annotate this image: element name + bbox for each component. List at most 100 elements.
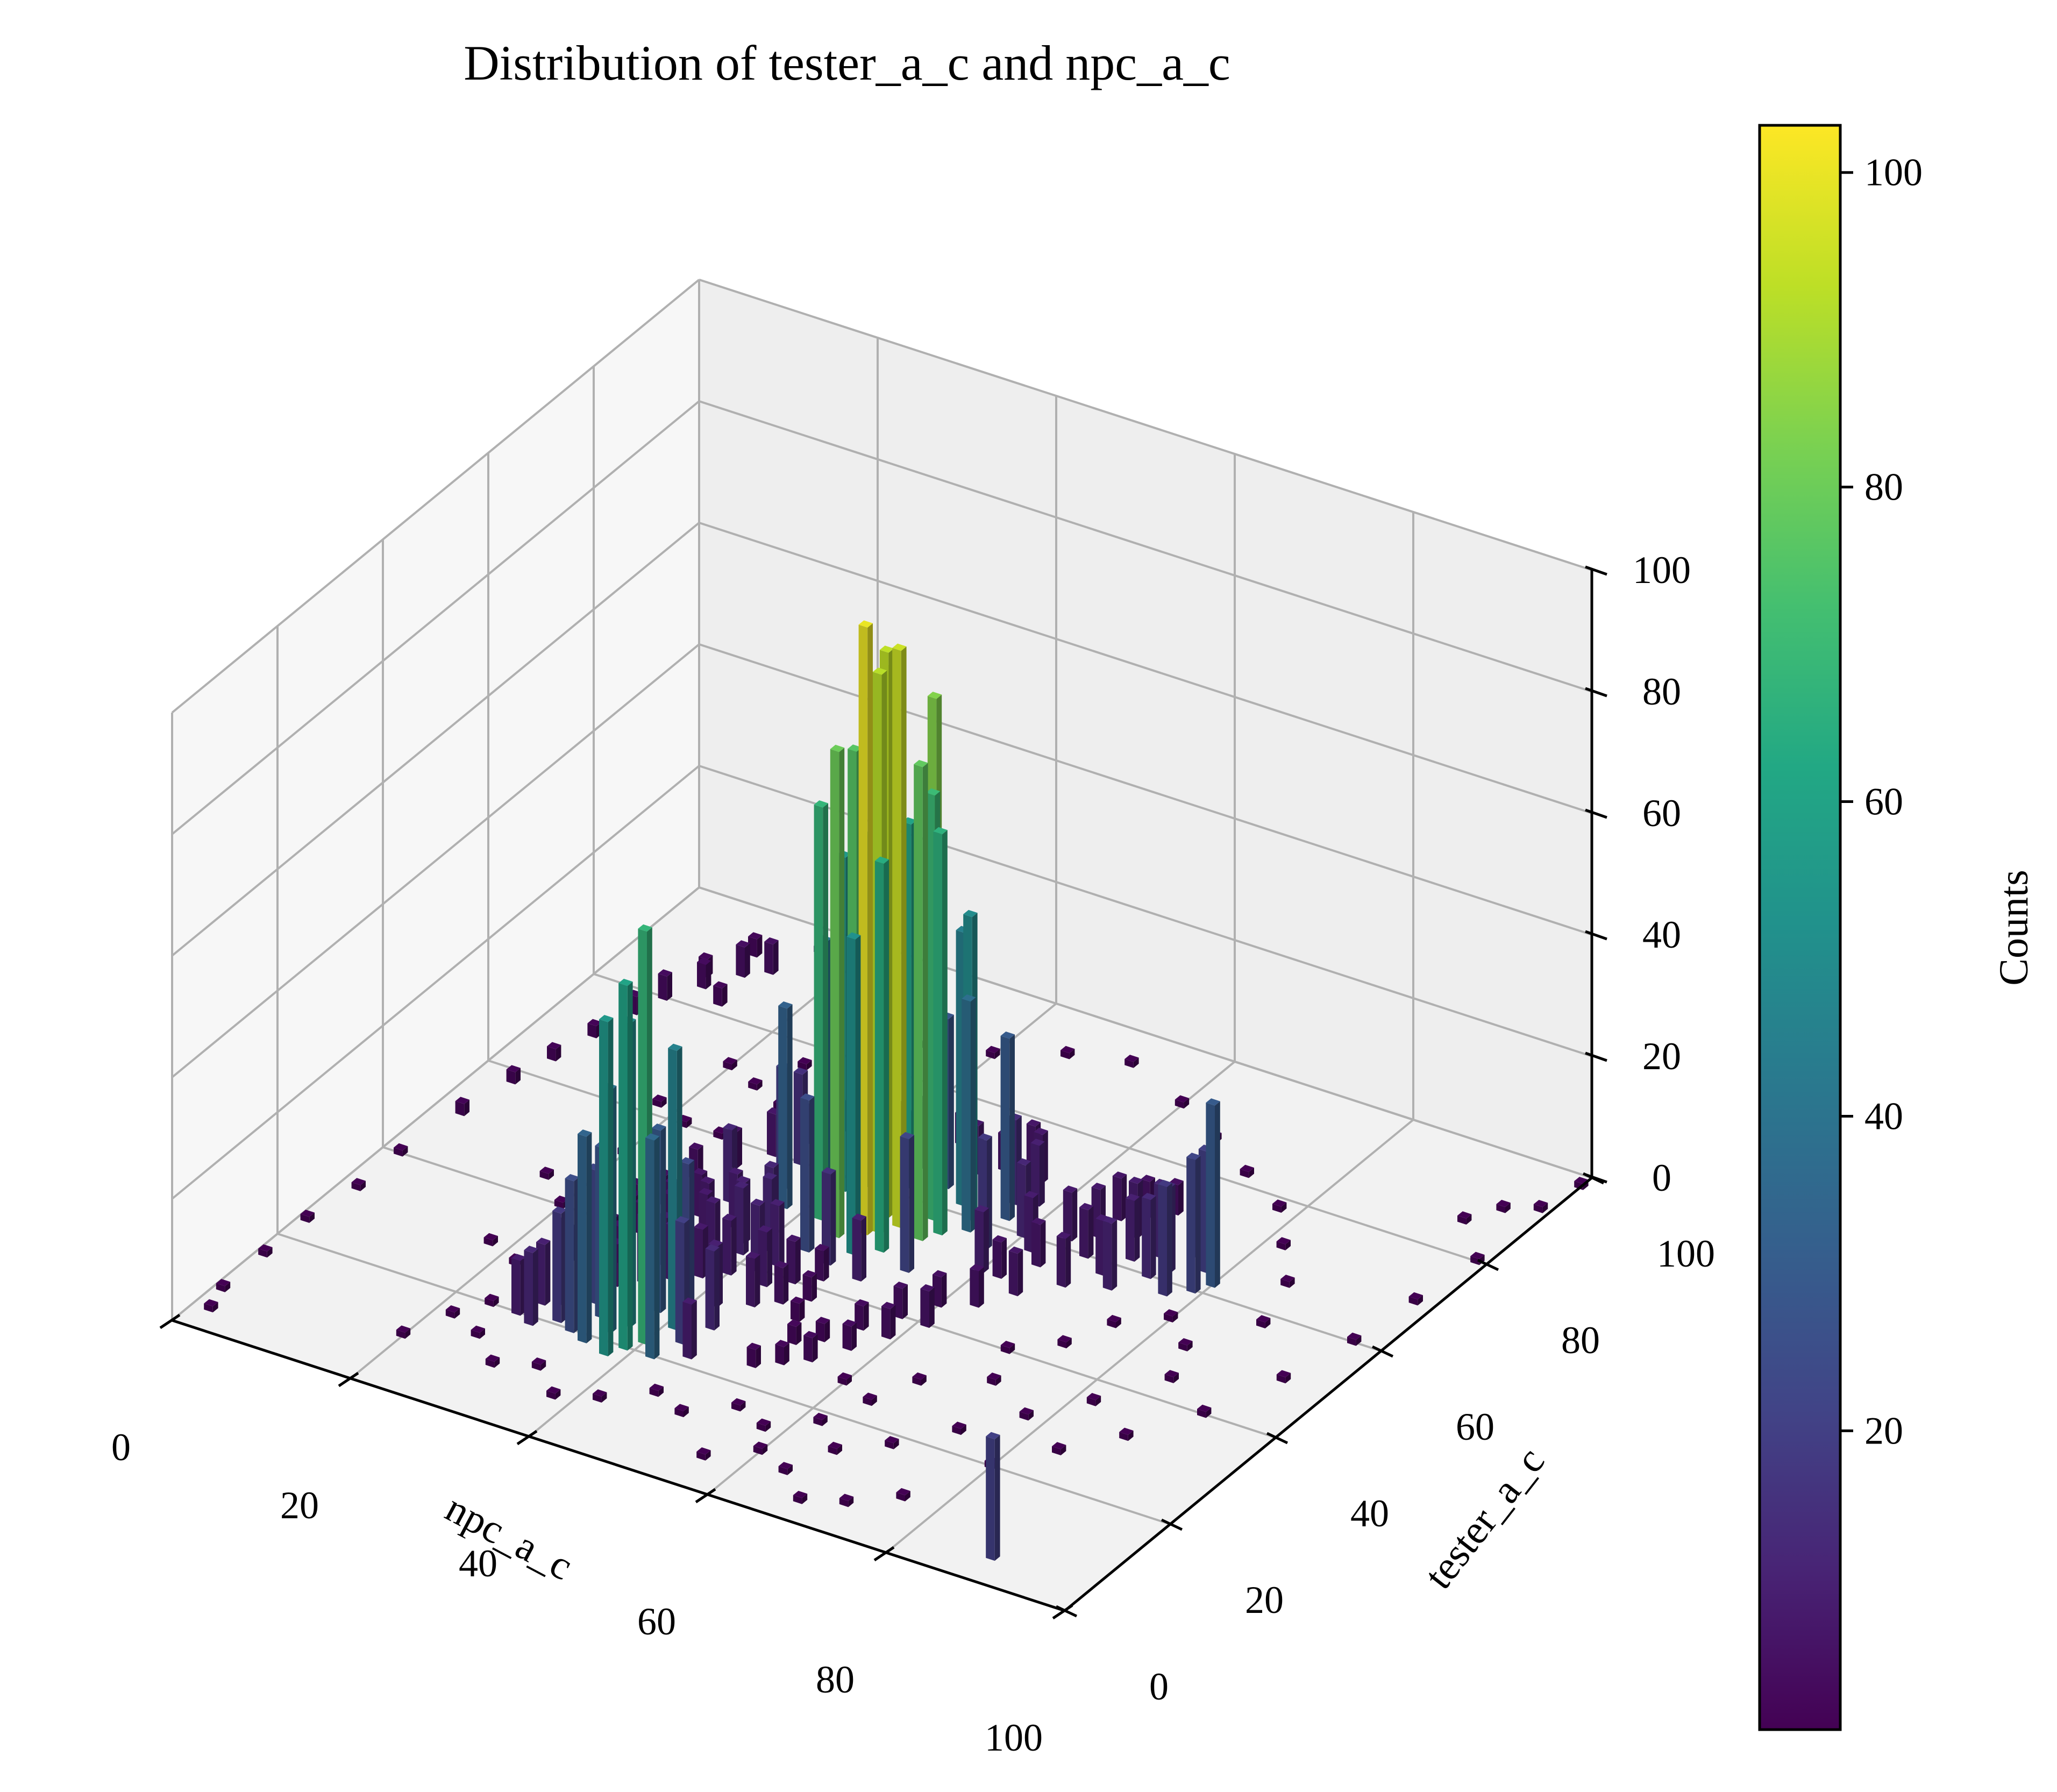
bar-face xyxy=(987,1373,1001,1380)
bar-face xyxy=(1124,1055,1139,1062)
bar-face xyxy=(1107,1319,1116,1328)
bar-face xyxy=(1031,1218,1046,1225)
bar xyxy=(974,1205,989,1274)
bar xyxy=(511,1254,526,1316)
bar-face xyxy=(800,1098,809,1253)
bar-face xyxy=(800,1093,815,1101)
y-tick-mark xyxy=(1266,1432,1289,1445)
bar xyxy=(912,1372,927,1386)
bar-face xyxy=(658,973,667,1001)
bar-face xyxy=(258,1244,273,1251)
bar-face xyxy=(483,1233,498,1241)
bar xyxy=(758,1225,772,1288)
bar-face xyxy=(394,1143,408,1151)
bar-face xyxy=(1128,1431,1134,1441)
colorbar-ticks: 20 40 60 80 100 xyxy=(1840,151,1923,1452)
bar-face xyxy=(855,935,861,1256)
bar-face xyxy=(578,1134,587,1343)
bar-face xyxy=(1175,1099,1184,1109)
z-tick-label: 80 xyxy=(1642,670,1681,713)
bar-face xyxy=(638,928,647,1345)
bar-face xyxy=(793,1067,808,1075)
bar-face xyxy=(855,1299,869,1307)
bar-face xyxy=(1030,1143,1040,1207)
bar-face xyxy=(493,1236,498,1247)
bar-face xyxy=(814,800,828,808)
bar-face xyxy=(552,1211,561,1324)
bar-face xyxy=(1470,1251,1485,1259)
bar-face xyxy=(1206,1103,1215,1288)
bar-face xyxy=(842,1319,857,1327)
bar-face xyxy=(531,1357,546,1365)
bar xyxy=(394,1143,408,1157)
bar xyxy=(1000,1341,1015,1354)
bar xyxy=(786,1234,801,1285)
bar-face xyxy=(652,1099,661,1108)
bar-face xyxy=(746,1342,761,1350)
bar-face xyxy=(668,1043,682,1051)
z-tick-mark xyxy=(1585,1173,1607,1184)
bar-face xyxy=(1265,1318,1271,1328)
bar-face xyxy=(822,1171,831,1266)
bar-face xyxy=(1173,1373,1179,1383)
bar-face xyxy=(1285,1240,1291,1250)
bar-face xyxy=(1030,1139,1045,1146)
bar-face xyxy=(809,1096,815,1253)
bar xyxy=(1008,1246,1023,1297)
bar-face xyxy=(984,1208,989,1274)
bar-face xyxy=(618,983,628,1351)
bar-face xyxy=(204,1299,218,1306)
grid-line-z xyxy=(171,643,700,1078)
bar-face xyxy=(1141,1175,1155,1182)
bar-face xyxy=(758,1229,767,1288)
y-tick-label: 80 xyxy=(1561,1319,1600,1362)
bar-face xyxy=(394,1147,403,1157)
bar xyxy=(1031,1218,1046,1268)
bar-face xyxy=(758,1225,772,1233)
y-tick-mark xyxy=(1161,1518,1183,1531)
bar-face xyxy=(485,1354,500,1362)
bar-face xyxy=(713,981,728,989)
bar-face xyxy=(753,1441,768,1449)
bar-face xyxy=(1356,1335,1362,1346)
bar-face xyxy=(756,1423,766,1432)
x-tick-label: 80 xyxy=(816,1658,855,1701)
bar xyxy=(822,1167,836,1266)
bar-face xyxy=(1347,1336,1356,1346)
bar xyxy=(546,1386,561,1400)
bar-face xyxy=(828,1441,842,1449)
bar-face xyxy=(890,1305,896,1340)
bar-face xyxy=(858,620,873,628)
bar xyxy=(723,1057,737,1071)
bar xyxy=(722,1213,737,1276)
bar-face xyxy=(905,1491,910,1502)
bar-face xyxy=(697,957,711,965)
z-tick-mark xyxy=(1585,1051,1607,1062)
bar-face xyxy=(796,1322,802,1345)
y-tick-label: 60 xyxy=(1456,1405,1494,1448)
bar-face xyxy=(885,1436,899,1443)
bar-face xyxy=(1112,1171,1127,1179)
bar-face xyxy=(952,1421,966,1429)
bar-face xyxy=(863,1392,877,1400)
bar-face xyxy=(506,1065,521,1072)
bar-face xyxy=(212,1302,218,1313)
bar-face xyxy=(858,624,868,1235)
bar-face xyxy=(531,1362,541,1371)
bar-face xyxy=(1175,1095,1190,1103)
grid-line-z xyxy=(699,400,1592,693)
colorbar-tick-label: 80 xyxy=(1864,466,1903,509)
bar-face xyxy=(565,1174,579,1182)
bar xyxy=(881,1302,896,1340)
bar-face xyxy=(1086,1393,1101,1400)
bar-face xyxy=(803,1331,818,1339)
bar-face xyxy=(555,1389,561,1400)
bar xyxy=(578,1129,592,1343)
bar xyxy=(1206,1098,1220,1288)
bar-face xyxy=(1240,1164,1254,1172)
bar-face xyxy=(757,1080,763,1091)
bar-face xyxy=(729,1167,743,1175)
bar-face xyxy=(1057,1339,1066,1349)
x-tick-mark xyxy=(873,1546,895,1562)
bar-face xyxy=(1126,1198,1135,1262)
